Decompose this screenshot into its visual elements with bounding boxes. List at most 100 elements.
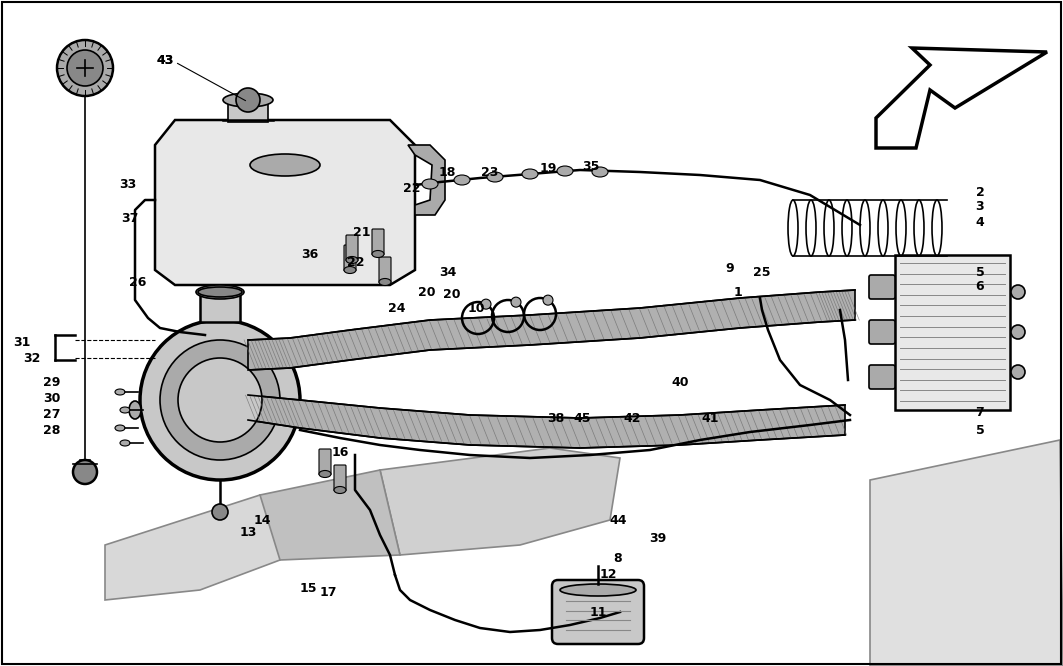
Bar [200,290,240,322]
Text: 23: 23 [482,165,499,178]
Text: 45: 45 [573,412,591,424]
Text: 40: 40 [671,376,689,388]
Ellipse shape [422,179,438,189]
Ellipse shape [250,154,320,176]
FancyBboxPatch shape [319,449,331,475]
Ellipse shape [319,470,331,478]
Ellipse shape [372,250,384,258]
FancyBboxPatch shape [334,465,345,491]
Text: 38: 38 [547,412,564,424]
Text: 24: 24 [388,302,406,314]
Text: 10: 10 [468,302,485,314]
Ellipse shape [522,169,538,179]
Text: 22: 22 [403,182,421,194]
Ellipse shape [1011,285,1025,299]
Text: 33: 33 [119,178,137,192]
Circle shape [57,40,113,96]
Ellipse shape [115,425,125,431]
Text: 13: 13 [239,525,256,539]
Text: 27: 27 [44,408,61,420]
Ellipse shape [115,389,125,395]
Text: 2: 2 [976,186,984,198]
Polygon shape [260,470,400,560]
Text: 30: 30 [44,392,61,404]
Ellipse shape [592,167,608,177]
Text: 6: 6 [976,280,984,294]
Text: 18: 18 [438,165,456,178]
Text: 5: 5 [976,266,984,278]
FancyBboxPatch shape [868,275,895,299]
Text: 20: 20 [443,288,460,302]
Text: 29: 29 [44,376,61,388]
FancyBboxPatch shape [868,365,895,389]
FancyBboxPatch shape [372,229,384,255]
Text: 43: 43 [156,53,173,67]
Ellipse shape [129,401,141,419]
Ellipse shape [454,175,470,185]
FancyBboxPatch shape [868,320,895,344]
Circle shape [212,504,227,520]
Ellipse shape [487,172,503,182]
Text: 19: 19 [539,161,557,174]
Ellipse shape [560,584,636,596]
Ellipse shape [198,287,242,297]
Text: 26: 26 [130,276,147,288]
Text: 11: 11 [589,605,607,619]
Circle shape [236,88,260,112]
Ellipse shape [120,440,130,446]
Circle shape [543,295,553,305]
Ellipse shape [334,486,345,494]
Text: 5: 5 [976,424,984,436]
Ellipse shape [120,407,130,413]
Text: 37: 37 [121,212,138,224]
Polygon shape [870,440,1063,666]
Circle shape [161,340,280,460]
Text: 7: 7 [976,406,984,418]
Ellipse shape [1011,365,1025,379]
Polygon shape [379,448,620,555]
Polygon shape [155,120,415,285]
Ellipse shape [1011,325,1025,339]
Text: 16: 16 [332,446,349,458]
Text: 20: 20 [418,286,436,298]
Text: 22: 22 [348,256,365,268]
Text: 28: 28 [44,424,61,436]
Polygon shape [248,290,855,370]
Text: 8: 8 [613,551,622,565]
Text: 12: 12 [600,569,617,581]
Polygon shape [408,145,445,215]
Circle shape [67,50,103,86]
FancyBboxPatch shape [344,245,356,271]
Text: 3: 3 [976,200,984,214]
FancyBboxPatch shape [345,235,358,261]
Ellipse shape [344,266,356,274]
Text: 35: 35 [583,161,600,174]
Text: 32: 32 [23,352,40,364]
Text: 4: 4 [976,216,984,228]
Text: 36: 36 [302,248,319,262]
Text: 14: 14 [253,513,271,527]
Text: 15: 15 [300,581,317,595]
FancyBboxPatch shape [379,257,391,283]
Ellipse shape [223,93,273,107]
Text: 17: 17 [319,585,337,599]
Ellipse shape [379,278,391,286]
Bar [227,100,268,122]
Ellipse shape [345,256,358,264]
Text: 21: 21 [353,226,371,238]
Ellipse shape [557,166,573,176]
Text: 1: 1 [733,286,742,298]
FancyBboxPatch shape [552,580,644,644]
Ellipse shape [196,285,244,299]
Circle shape [178,358,261,442]
Text: 34: 34 [439,266,457,278]
Polygon shape [876,48,1047,148]
Text: 31: 31 [14,336,31,348]
Bar [895,255,1010,410]
Text: 42: 42 [623,412,641,424]
Text: 9: 9 [726,262,735,274]
Text: 25: 25 [754,266,771,278]
Polygon shape [248,395,845,448]
Circle shape [480,299,491,309]
Text: 39: 39 [649,531,667,545]
